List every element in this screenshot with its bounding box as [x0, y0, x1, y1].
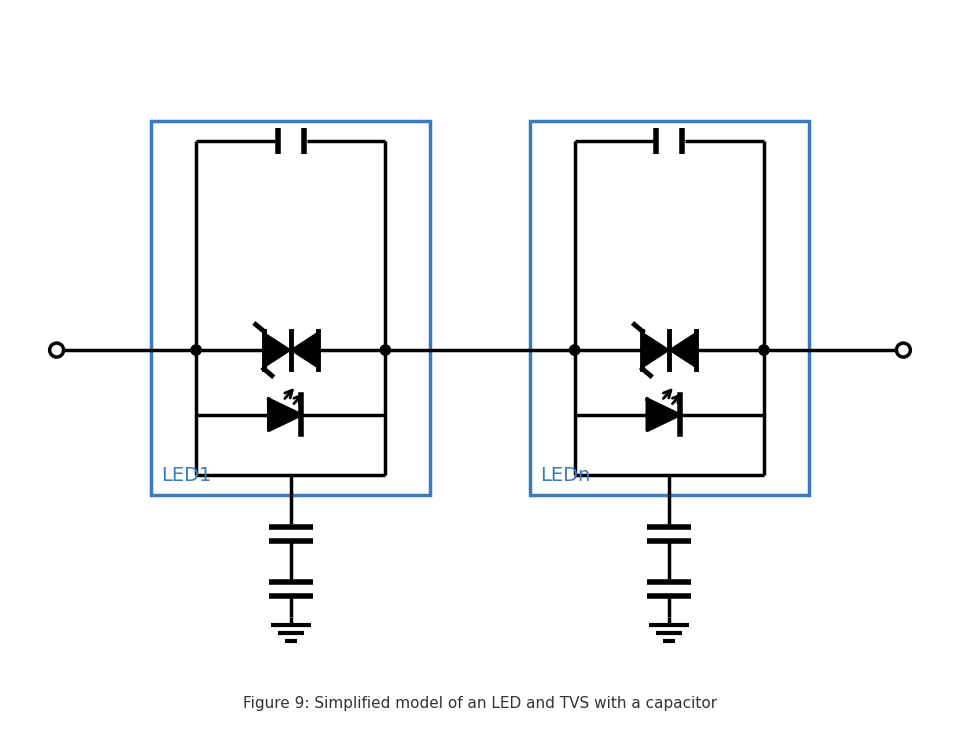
Text: LED1: LED1	[161, 466, 211, 485]
Polygon shape	[669, 333, 696, 367]
Circle shape	[380, 345, 391, 355]
Text: LEDn: LEDn	[540, 466, 590, 485]
Polygon shape	[642, 333, 669, 367]
Circle shape	[569, 345, 580, 355]
Text: Figure 9: Simplified model of an LED and TVS with a capacitor: Figure 9: Simplified model of an LED and…	[243, 696, 717, 711]
Circle shape	[191, 345, 201, 355]
Circle shape	[569, 345, 580, 355]
Circle shape	[380, 345, 391, 355]
Bar	[530, 121, 808, 494]
Circle shape	[191, 345, 201, 355]
Bar	[152, 121, 430, 494]
Polygon shape	[647, 399, 680, 431]
Circle shape	[759, 345, 769, 355]
Circle shape	[897, 343, 910, 357]
Polygon shape	[269, 399, 301, 431]
Polygon shape	[264, 333, 291, 367]
Polygon shape	[291, 333, 318, 367]
Circle shape	[50, 343, 63, 357]
Circle shape	[759, 345, 769, 355]
